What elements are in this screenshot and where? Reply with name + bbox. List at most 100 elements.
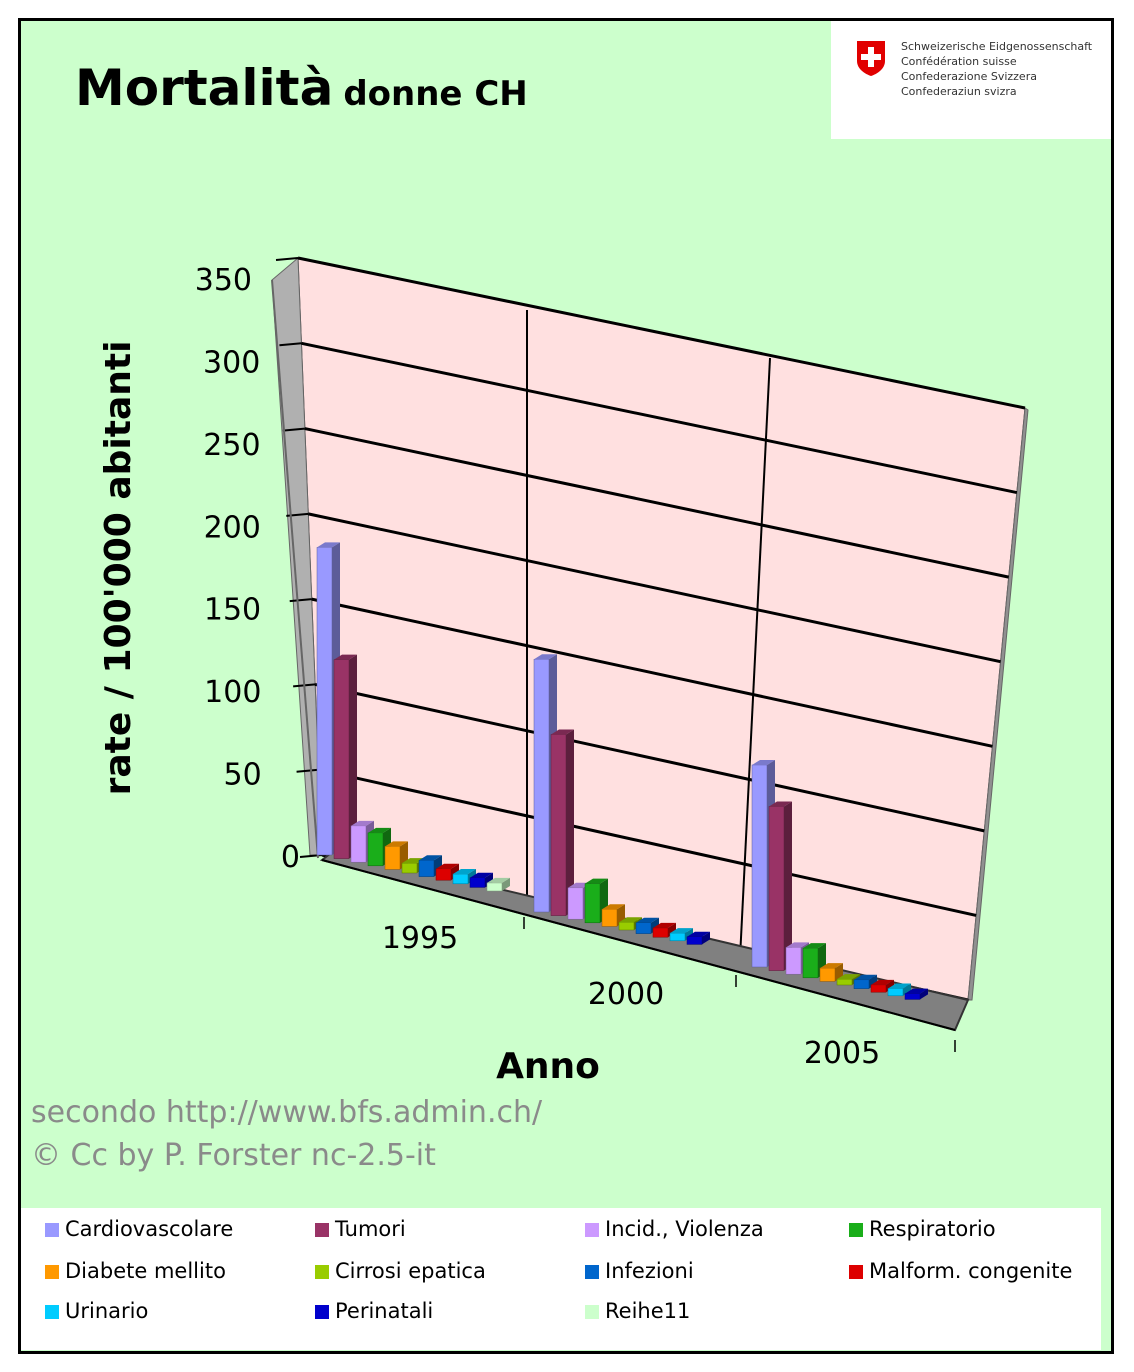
bar-top bbox=[752, 759, 775, 765]
legend-swatch bbox=[585, 1265, 599, 1279]
legend-item: Reihe11 bbox=[585, 1299, 690, 1323]
bar-front bbox=[652, 927, 669, 938]
y-tick-label: 150 bbox=[204, 593, 261, 628]
bar-top bbox=[670, 928, 693, 934]
x-axis-line bbox=[321, 859, 956, 1031]
legend-label: Incid., Violenza bbox=[605, 1217, 764, 1241]
legend-label: Urinario bbox=[65, 1299, 149, 1323]
y-tick-label: 300 bbox=[203, 345, 260, 380]
legend-label: Tumori bbox=[335, 1217, 406, 1241]
bar-front bbox=[486, 882, 503, 892]
bar-top bbox=[803, 943, 826, 949]
title-main: Mortalità bbox=[75, 59, 334, 117]
bar-side bbox=[702, 931, 710, 945]
logo-line-3: Confederazione Svizzera bbox=[901, 70, 1037, 83]
chart-title: Mortalità donne CH bbox=[75, 59, 528, 117]
bar-top bbox=[619, 917, 642, 923]
legend-label: Cirrosi epatica bbox=[335, 1259, 486, 1283]
gridline bbox=[314, 682, 985, 833]
legend-label: Infezioni bbox=[605, 1259, 694, 1283]
bar-front bbox=[785, 947, 802, 975]
license-text: © Cc by P. Forster nc-2.5-it bbox=[31, 1138, 436, 1173]
bar-front bbox=[533, 658, 550, 913]
bar-top bbox=[687, 931, 710, 937]
x-tick-label: 1995 bbox=[382, 921, 458, 956]
y-axis-line bbox=[271, 279, 319, 859]
bar-front bbox=[367, 832, 384, 867]
bar bbox=[333, 654, 357, 859]
chart-frame: Mortalità donne CH Schweizerische Eidgeno… bbox=[18, 18, 1114, 1354]
source-text: secondo http://www.bfs.admin.ch/ bbox=[31, 1095, 543, 1130]
bar-front bbox=[350, 825, 367, 863]
bar-front bbox=[853, 979, 870, 989]
bar-front bbox=[452, 873, 469, 885]
legend-item: Incid., Violenza bbox=[585, 1217, 764, 1241]
legend-label: Perinatali bbox=[335, 1299, 434, 1323]
legend-item: Perinatali bbox=[315, 1299, 433, 1323]
gridline bbox=[311, 597, 993, 748]
bar-top bbox=[888, 983, 911, 989]
legend-swatch bbox=[45, 1265, 59, 1279]
bar bbox=[384, 841, 408, 870]
legend-label: Respiratorio bbox=[869, 1217, 996, 1241]
bar bbox=[887, 983, 911, 997]
bar-top bbox=[385, 841, 408, 847]
y-axis-title: rate / 100'000 abitanti bbox=[98, 341, 139, 796]
bar-front bbox=[904, 993, 921, 1000]
bar-front bbox=[686, 936, 703, 945]
bar-front bbox=[435, 868, 452, 881]
bar-top bbox=[470, 872, 493, 878]
bar-top bbox=[534, 654, 557, 660]
bar-top bbox=[419, 855, 442, 861]
bar-side bbox=[349, 654, 357, 859]
bar-top bbox=[854, 974, 877, 980]
bars bbox=[316, 542, 928, 1000]
legend-swatch bbox=[45, 1223, 59, 1237]
x-axis-title: Anno bbox=[496, 1046, 600, 1081]
bar-top bbox=[453, 869, 476, 875]
bar-front bbox=[669, 932, 686, 942]
legend-swatch bbox=[315, 1265, 329, 1279]
bar-top bbox=[636, 917, 659, 923]
legend-item: Cardiovascolare bbox=[45, 1217, 233, 1241]
bar-top bbox=[820, 963, 843, 969]
bar-top bbox=[786, 942, 809, 948]
bar-front bbox=[316, 547, 333, 856]
federal-logo: Schweizerische Eidgenossenschaft Confédé… bbox=[831, 21, 1111, 139]
bar bbox=[486, 877, 510, 892]
legend-item: Cirrosi epatica bbox=[315, 1259, 486, 1283]
legend-item: Tumori bbox=[315, 1217, 406, 1241]
bar-side bbox=[920, 988, 928, 1000]
legend-swatch bbox=[45, 1305, 59, 1319]
y-tick-mark bbox=[282, 427, 305, 432]
bar-front bbox=[333, 659, 350, 859]
legend-swatch bbox=[849, 1223, 863, 1237]
legend-item: Malform. congenite bbox=[849, 1259, 1072, 1283]
logo-line-2: Confédération suisse bbox=[901, 55, 1017, 68]
bar-front bbox=[384, 846, 401, 870]
bar-front bbox=[401, 862, 418, 874]
bar-front bbox=[601, 908, 618, 927]
bar-side bbox=[502, 877, 510, 891]
bar-side bbox=[566, 729, 574, 916]
bar-top bbox=[769, 801, 792, 807]
chart-back-wall bbox=[297, 257, 1026, 1001]
legend-label: Diabete mellito bbox=[65, 1259, 226, 1283]
gridline bbox=[307, 512, 1001, 664]
y-tick-mark bbox=[275, 257, 299, 261]
legend-swatch bbox=[849, 1265, 863, 1279]
bar-front bbox=[836, 978, 853, 986]
title-sub: donne CH bbox=[343, 74, 528, 114]
bar bbox=[686, 931, 710, 945]
gridline bbox=[318, 768, 977, 917]
bar-top bbox=[653, 922, 676, 928]
category-divider bbox=[739, 357, 771, 959]
chart-right-edge bbox=[967, 407, 1029, 1001]
bar-front bbox=[618, 921, 635, 931]
bar-top bbox=[585, 878, 608, 884]
y-tick-mark bbox=[279, 342, 302, 347]
bar bbox=[904, 988, 928, 1000]
bar-front bbox=[584, 883, 601, 924]
bar-top bbox=[602, 904, 625, 910]
bar-top bbox=[334, 654, 357, 660]
